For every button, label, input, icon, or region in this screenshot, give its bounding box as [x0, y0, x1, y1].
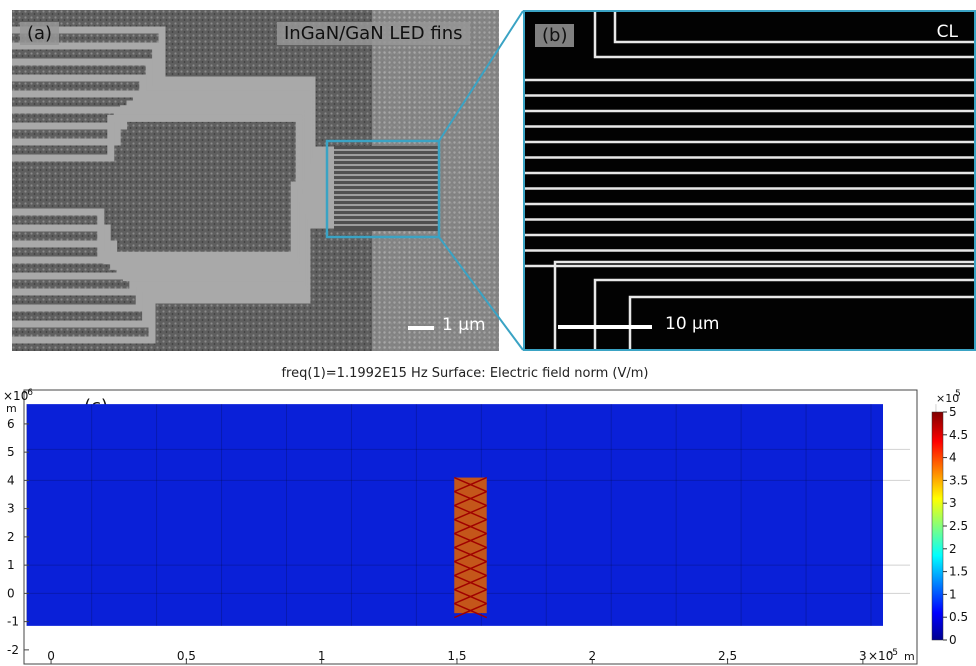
x-tick-label: 1.5 — [447, 649, 466, 663]
scale-label-a: 1 µm — [442, 315, 486, 335]
y-tick-label: 1 — [7, 558, 15, 572]
colorbar — [931, 411, 944, 641]
sem-image-panel: (a) InGaN/GaN LED fins 1 µm — [12, 10, 499, 351]
y-exponent: -6 — [24, 388, 33, 398]
y-tick-label: 5 — [7, 445, 15, 459]
cl-image-panel: (b) CL 10 µm — [523, 10, 976, 351]
cl-image — [525, 12, 974, 349]
y-tick-label: 6 — [7, 417, 15, 431]
colorbar-tick-label: 4 — [949, 451, 957, 465]
colorbar-tick-label: 2.5 — [949, 519, 968, 533]
y-tick-label: 3 — [7, 502, 15, 516]
cl-mode-label: CL — [936, 22, 958, 42]
scale-bar-b — [558, 325, 652, 329]
y-tick-label: -1 — [7, 615, 19, 629]
field-map-chart: freq(1)=1.1992E15 Hz Surface: Electric f… — [3, 366, 968, 665]
panel-a-label: (a) — [20, 22, 60, 45]
colorbar-tick-label: 1.5 — [949, 565, 968, 579]
y-unit: m — [6, 402, 17, 415]
panel-a-title: InGaN/GaN LED fins — [277, 22, 470, 45]
x-exponent: -5 — [889, 648, 898, 658]
x-tick-label: 1 — [318, 649, 326, 663]
colorbar-exponent: 5 — [955, 389, 961, 399]
y-tick-label: 2 — [7, 530, 15, 544]
x-tick-label: 0 — [47, 649, 55, 663]
colorbar-tick-label: 5 — [949, 405, 957, 419]
x-multiplier: ×10 — [868, 649, 893, 663]
scale-bar-a — [408, 326, 434, 330]
colorbar-tick-label: 4.5 — [949, 428, 968, 442]
scale-label-b: 10 µm — [665, 314, 720, 334]
y-tick-label: -2 — [7, 643, 19, 657]
x-tick-label: 3 — [859, 649, 867, 663]
colorbar-tick-label: 0 — [949, 633, 957, 647]
plot-area — [26, 404, 937, 626]
y-tick-label: 4 — [7, 473, 15, 487]
colorbar-tick-label: 3 — [949, 496, 957, 510]
zoom-region-box — [325, 139, 441, 239]
x-tick-label: 2.5 — [718, 649, 737, 663]
y-tick-label: 0 — [7, 586, 15, 600]
sem-image — [12, 10, 499, 351]
plot-frame — [23, 389, 918, 665]
x-tick-label: 2 — [588, 649, 596, 663]
colorbar-tick-label: 2 — [949, 542, 957, 556]
colorbar-tick-label: 0.5 — [949, 610, 968, 624]
colorbar-tick-label: 1 — [949, 587, 957, 601]
panel-b-label: (b) — [535, 24, 575, 47]
x-unit: m — [904, 650, 915, 663]
zoom-connector — [438, 10, 524, 351]
colorbar-tick-label: 3.5 — [949, 473, 968, 487]
y-multiplier: ×10 — [3, 389, 28, 403]
chart-title: freq(1)=1.1992E15 Hz Surface: Electric f… — [281, 366, 648, 381]
x-tick-label: 0.5 — [177, 649, 196, 663]
colorbar-multiplier: ×10 — [936, 392, 959, 405]
